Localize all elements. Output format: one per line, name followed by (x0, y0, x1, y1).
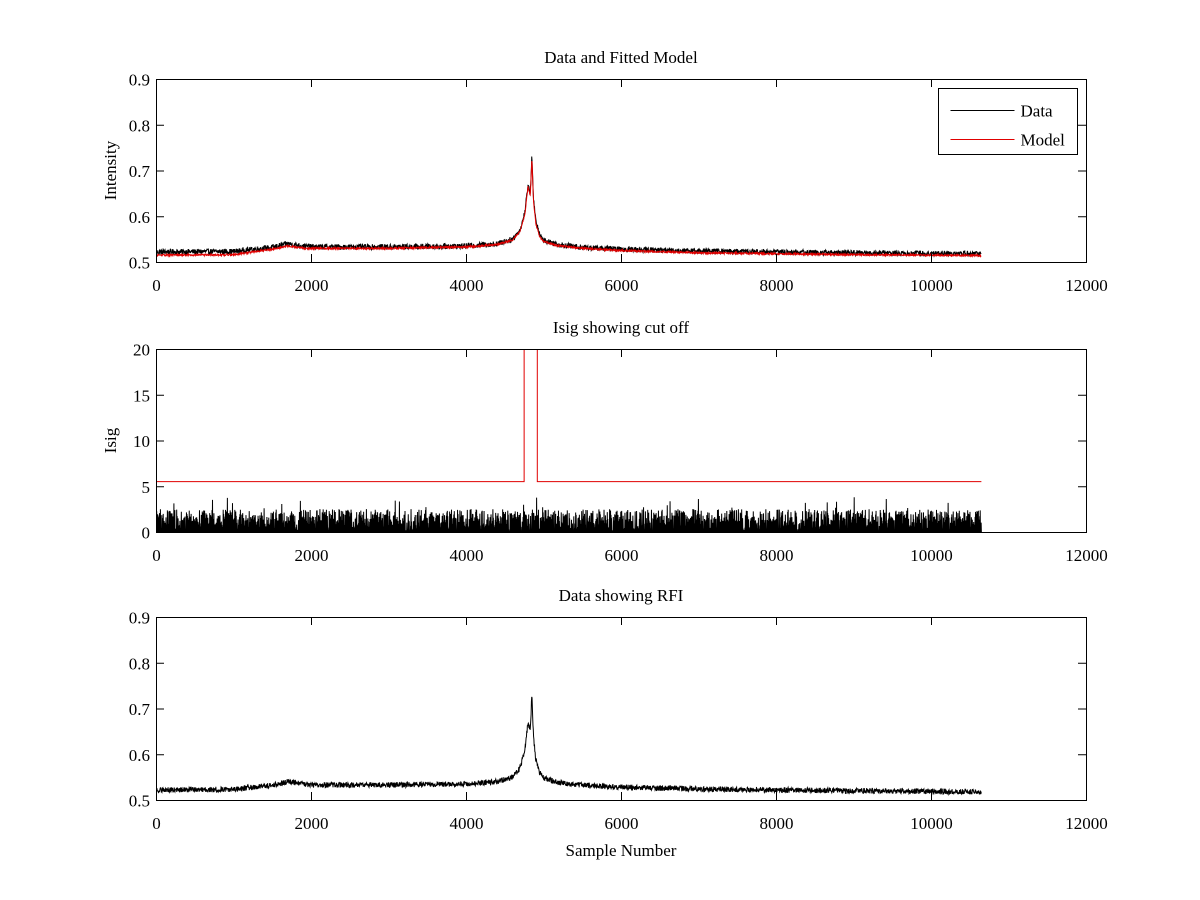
legend-label-data: Data (1021, 102, 1054, 121)
chart-isig-ylabel: Isig (101, 427, 120, 453)
chart-rfi-xtick-label: 0 (152, 814, 161, 833)
chart-isig-ytick-label: 10 (133, 432, 150, 451)
chart-intensity: 0 2000 4000 6000 8000 10000 12000 0.5 0.6 0.7 0.8 0… (101, 48, 1108, 295)
chart-intensity-xtick-label: 12000 (1065, 276, 1108, 295)
chart-intensity-series (156, 156, 982, 259)
chart-rfi-title: Data showing RFI (559, 586, 684, 605)
chart-isig-xtick-label: 0 (152, 546, 161, 565)
chart-rfi-ytick-label: 0.8 (129, 654, 150, 673)
chart-isig-ytick-label: 20 (133, 341, 150, 360)
chart-rfi-xtick-label: 12000 (1065, 814, 1108, 833)
chart-rfi-xtick-label: 6000 (605, 814, 639, 833)
chart-intensity-xtick-label: 4000 (450, 276, 484, 295)
chart-rfi-xlabel: Sample Number (566, 841, 677, 860)
chart-intensity-legend: Data Model (938, 88, 1078, 155)
chart-intensity-ytick-label: 0.8 (129, 116, 150, 135)
chart-rfi-xtick-label: 8000 (760, 814, 794, 833)
chart-rfi-xtick-label: 4000 (450, 814, 484, 833)
chart-intensity-xtick-label: 8000 (760, 276, 794, 295)
chart-rfi-series (156, 696, 982, 797)
chart-isig-xtick-label: 8000 (760, 546, 794, 565)
charts-container: 0 2000 4000 6000 8000 10000 120000.50.60.70.80… (101, 48, 1108, 860)
chart-rfi-xtick-label: 10000 (910, 814, 953, 833)
chart-intensity-xtick-label: 10000 (910, 276, 953, 295)
chart-rfi-series-line-0 (156, 696, 982, 797)
chart-rfi-ytick-label: 0.7 (129, 700, 151, 719)
chart-intensity-title: Data and Fitted Model (544, 48, 698, 67)
chart-intensity-xtick-label: 0 (152, 276, 161, 295)
chart-intensity-ylabel: Intensity (101, 140, 120, 200)
legend-label-model: Model (1021, 131, 1066, 150)
chart-intensity-ytick-label: 0.6 (129, 208, 150, 227)
chart-intensity-ytick-label: 0.7 (129, 162, 151, 181)
chart-isig-ytick-label: 15 (133, 386, 150, 405)
chart-isig-xtick-label: 4000 (450, 546, 484, 565)
chart-isig-ytick-label: 0 (142, 524, 151, 543)
chart-isig-xtick-label: 12000 (1065, 546, 1108, 565)
chart-rfi: 0 2000 4000 6000 8000 10000 12000 0.5 0.6 0.7 0.8 0… (129, 586, 1108, 860)
chart-rfi-ytick-label: 0.9 (129, 609, 150, 628)
chart-intensity-series-model (156, 160, 982, 259)
chart-rfi-ytick-label: 0.5 (129, 792, 150, 811)
chart-rfi-xtick-label: 2000 (295, 814, 329, 833)
chart-isig: 0 2000 4000 6000 8000 10000 12000 0 5 10 15 20 Isig … (101, 318, 1108, 565)
chart-isig-series-line-1 (156, 349, 982, 483)
chart-intensity-ytick-label: 0.5 (129, 254, 150, 273)
chart-isig-title: Isig showing cut off (553, 318, 689, 337)
chart-isig-xtick-label: 6000 (605, 546, 639, 565)
chart-isig-series (156, 349, 982, 532)
chart-isig-ytick-label: 5 (142, 478, 151, 497)
chart-rfi-ytick-label: 0.6 (129, 746, 150, 765)
chart-intensity-xtick-label: 2000 (295, 276, 329, 295)
legend-box (938, 88, 1078, 155)
chart-intensity-ytick-label: 0.9 (129, 71, 150, 90)
chart-isig-xtick-label: 2000 (295, 546, 329, 565)
chart-intensity-xtick-label: 6000 (605, 276, 639, 295)
chart-isig-xtick-label: 10000 (910, 546, 953, 565)
